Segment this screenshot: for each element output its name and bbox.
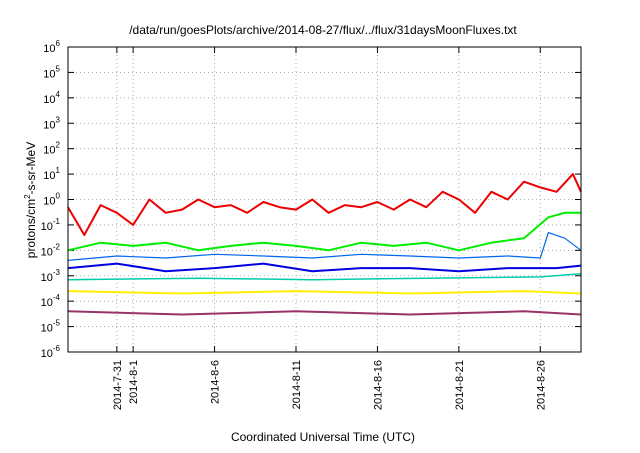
y-axis-label-base: protons/cm: [24, 199, 38, 258]
y-axis-label-rest: -s-sr-MeV: [24, 142, 38, 195]
y-tick-label: 105: [43, 64, 60, 80]
x-tick-label: 2014-8-16: [372, 360, 384, 410]
series-line-4: [67, 262, 582, 273]
y-axis-label: protons/cm2-s-sr-MeV: [23, 142, 38, 258]
grid: [68, 46, 581, 353]
y-tick-label: 10-6: [41, 344, 61, 360]
series-line-3: [67, 232, 582, 261]
y-tick-labels: 10-6 10-5 10-4 10-3 10-2 10-1 100 101 102 103 104 1…: [41, 39, 61, 360]
y-tick-label: 104: [43, 90, 60, 106]
x-tick-label: 2014-8-1: [128, 360, 140, 404]
y-axis-label-sup: 2: [23, 194, 32, 199]
series-line-5: [67, 272, 582, 281]
y-tick-label: 103: [43, 115, 60, 131]
y-tick-label: 101: [43, 166, 60, 182]
series-line-2: [67, 211, 581, 252]
series-layer: [67, 173, 582, 316]
x-tick-label: 2014-8-21: [454, 360, 466, 410]
x-tick-label: 2014-8-6: [210, 360, 222, 404]
series-line-6: [67, 290, 582, 295]
y-tick-label: 10-5: [41, 319, 61, 335]
x-tick-label: 2014-8-26: [535, 360, 547, 410]
y-tick-label: 10-1: [41, 217, 61, 233]
plot-frame: [67, 46, 582, 353]
y-tick-label: 10-4: [41, 293, 61, 309]
series-line-1: [67, 173, 582, 236]
x-tick-labels: 2014-7-31 2014-8-1 2014-8-6 2014-8-11 2014-8…: [112, 360, 547, 410]
y-tick-label: 100: [43, 192, 60, 208]
chart-title: /data/run/goesPlots/archive/2014-08-27/f…: [129, 23, 517, 37]
y-tick-label: 102: [43, 141, 60, 157]
series-line-7: [67, 310, 582, 316]
svg-text:protons/cm2-s-sr-MeV: protons/cm2-s-sr-MeV: [23, 142, 38, 258]
x-tick-label: 2014-7-31: [112, 360, 124, 410]
y-tick-label: 10-2: [41, 242, 61, 258]
y-tick-label: 10-3: [41, 268, 61, 284]
x-axis-label: Coordinated Universal Time (UTC): [231, 430, 415, 444]
y-tick-label: 106: [43, 39, 60, 55]
x-tick-label: 2014-8-11: [291, 360, 303, 409]
